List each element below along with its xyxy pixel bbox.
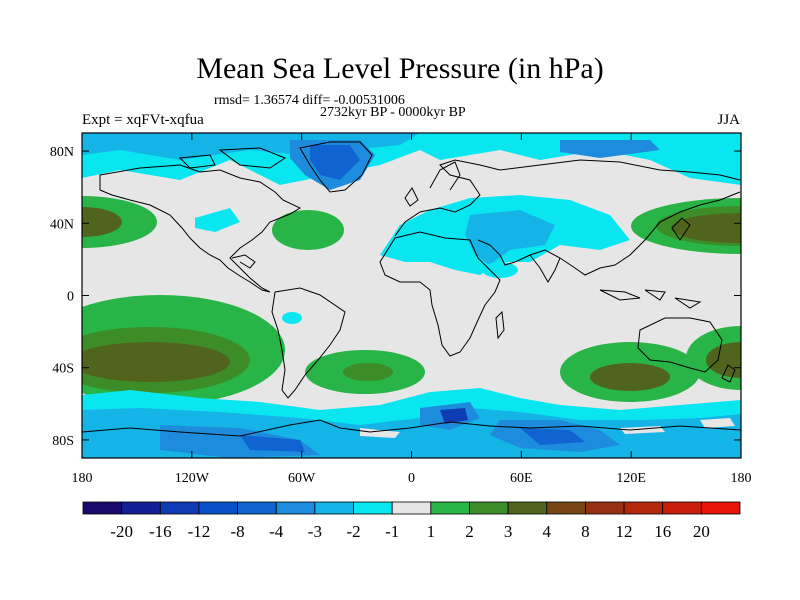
coastline-australia (637, 317, 723, 373)
anomaly-arabia-low (465, 210, 555, 265)
colorbar-swatch (237, 501, 277, 515)
x-tick-label: 60E (510, 471, 533, 486)
x-tick-label: 60W (288, 471, 316, 486)
colorbar-label: 3 (504, 522, 513, 541)
colorbar-swatch (623, 501, 664, 515)
colorbar-label: 16 (654, 522, 671, 541)
coastline-scandinavia (429, 161, 461, 191)
y-tick-label: 80S (52, 434, 74, 449)
colorbar-label: -3 (308, 522, 322, 541)
y-tick-label: 0 (67, 290, 74, 305)
coastline-antarctica (82, 419, 741, 437)
x-tick-label: 120W (175, 471, 210, 486)
anomaly-weddell-core (440, 408, 468, 424)
map-field (82, 133, 741, 458)
coastline-north-america (99, 164, 302, 293)
coastline-japan (671, 217, 691, 241)
colorbar-label: -20 (110, 522, 133, 541)
anomaly-indian-patch (482, 262, 518, 278)
anomaly-sahara-low (580, 225, 610, 245)
anomaly-tasman-core (706, 342, 741, 378)
coastline-asia (477, 159, 741, 276)
colorbar-swatch (507, 501, 548, 515)
axis-labels: 180 120W 60W 0 60E 120E 180 80N 40N 0 40S 80S (50, 145, 752, 486)
colorbar-swatch (314, 501, 354, 515)
coastline-africa (379, 231, 501, 357)
coastline-south-america (271, 287, 346, 399)
anomaly-north-pacific-west-core (82, 207, 122, 237)
colorbar-swatch (700, 501, 741, 515)
colorbar-label: 1 (427, 522, 436, 541)
coastline-new-zealand (721, 364, 736, 383)
colorbar-swatch (391, 501, 432, 515)
colorbar-label: 2 (465, 522, 474, 541)
colorbar-label: -4 (269, 522, 284, 541)
colorbar-label: -8 (231, 522, 245, 541)
colorbar-swatch (662, 501, 702, 515)
colorbar-swatch (469, 501, 509, 515)
colorbar-swatch (198, 501, 238, 515)
coastline-arctic-islands (178, 147, 287, 169)
stats-text: rmsd= 1.36574 diff= -0.00531006 (214, 93, 405, 108)
colorbar: -20 -16 -12 -8 -4 -3 -2 -1 1 2 3 4 8 12 16 20 (82, 501, 741, 541)
anomaly-arctic-blue (82, 133, 420, 160)
anomaly-south-atlantic-core (343, 363, 393, 381)
coastline-gulf (231, 254, 256, 269)
anomaly-greenland-core (310, 145, 360, 180)
colorbar-label: -1 (385, 522, 399, 541)
anomaly-south-pacific-core (82, 342, 230, 382)
coastline-greenland (299, 141, 373, 193)
colorbar-swatch (353, 501, 393, 515)
colorbar-label: 8 (581, 522, 590, 541)
plot-title: Mean Sea Level Pressure (in hPa) (196, 52, 604, 85)
coastline-india (529, 254, 561, 283)
colorbar-label: -12 (188, 522, 211, 541)
colorbar-swatch (159, 501, 200, 515)
anomaly-atlantic-low (195, 208, 240, 232)
colorbar-label: 20 (693, 522, 710, 541)
anomaly-south-indian-core (590, 363, 670, 391)
anomaly-arctic-patch (560, 140, 660, 158)
anomaly-antarctic-core-west (240, 435, 305, 452)
y-tick-label: 80N (50, 145, 74, 160)
coastline-british-isles (404, 187, 419, 207)
colorbar-swatch (121, 501, 161, 515)
coastline-europe (394, 159, 501, 237)
x-tick-label: 180 (72, 471, 93, 486)
colorbar-swatch (430, 501, 470, 515)
experiment-label: Expt = xqFVt-xqfua (82, 112, 204, 128)
colorbar-swatch (275, 501, 316, 515)
y-tick-label: 40N (50, 217, 74, 232)
x-tick-label: 0 (408, 471, 415, 486)
colorbar-label: -2 (346, 522, 360, 541)
colorbar-label: 4 (543, 522, 552, 541)
y-tick-label: 40S (52, 362, 74, 377)
x-tick-label: 120E (616, 471, 646, 486)
colorbar-swatch (546, 501, 586, 515)
colorbar-label: -16 (149, 522, 172, 541)
coastline-madagascar (495, 310, 505, 340)
anomaly-antarctic-highland-patches (360, 418, 735, 438)
colorbar-swatch (585, 501, 625, 515)
period-subtitle: 2732kyr BP - 0000kyr BP (320, 105, 466, 120)
coastlines (82, 141, 741, 437)
anomaly-tropical-patch (282, 312, 302, 324)
anomaly-north-atlantic-high (272, 210, 344, 250)
colorbar-swatch (82, 501, 123, 515)
season-label: JJA (717, 112, 740, 128)
axis-ticks (81, 133, 742, 458)
colorbar-label: 12 (616, 522, 633, 541)
coastline-indonesia (599, 289, 702, 309)
anomaly-antarctic-core-east (520, 428, 585, 445)
x-tick-label: 180 (731, 471, 752, 486)
anomaly-north-pacific-east-core (671, 213, 741, 243)
